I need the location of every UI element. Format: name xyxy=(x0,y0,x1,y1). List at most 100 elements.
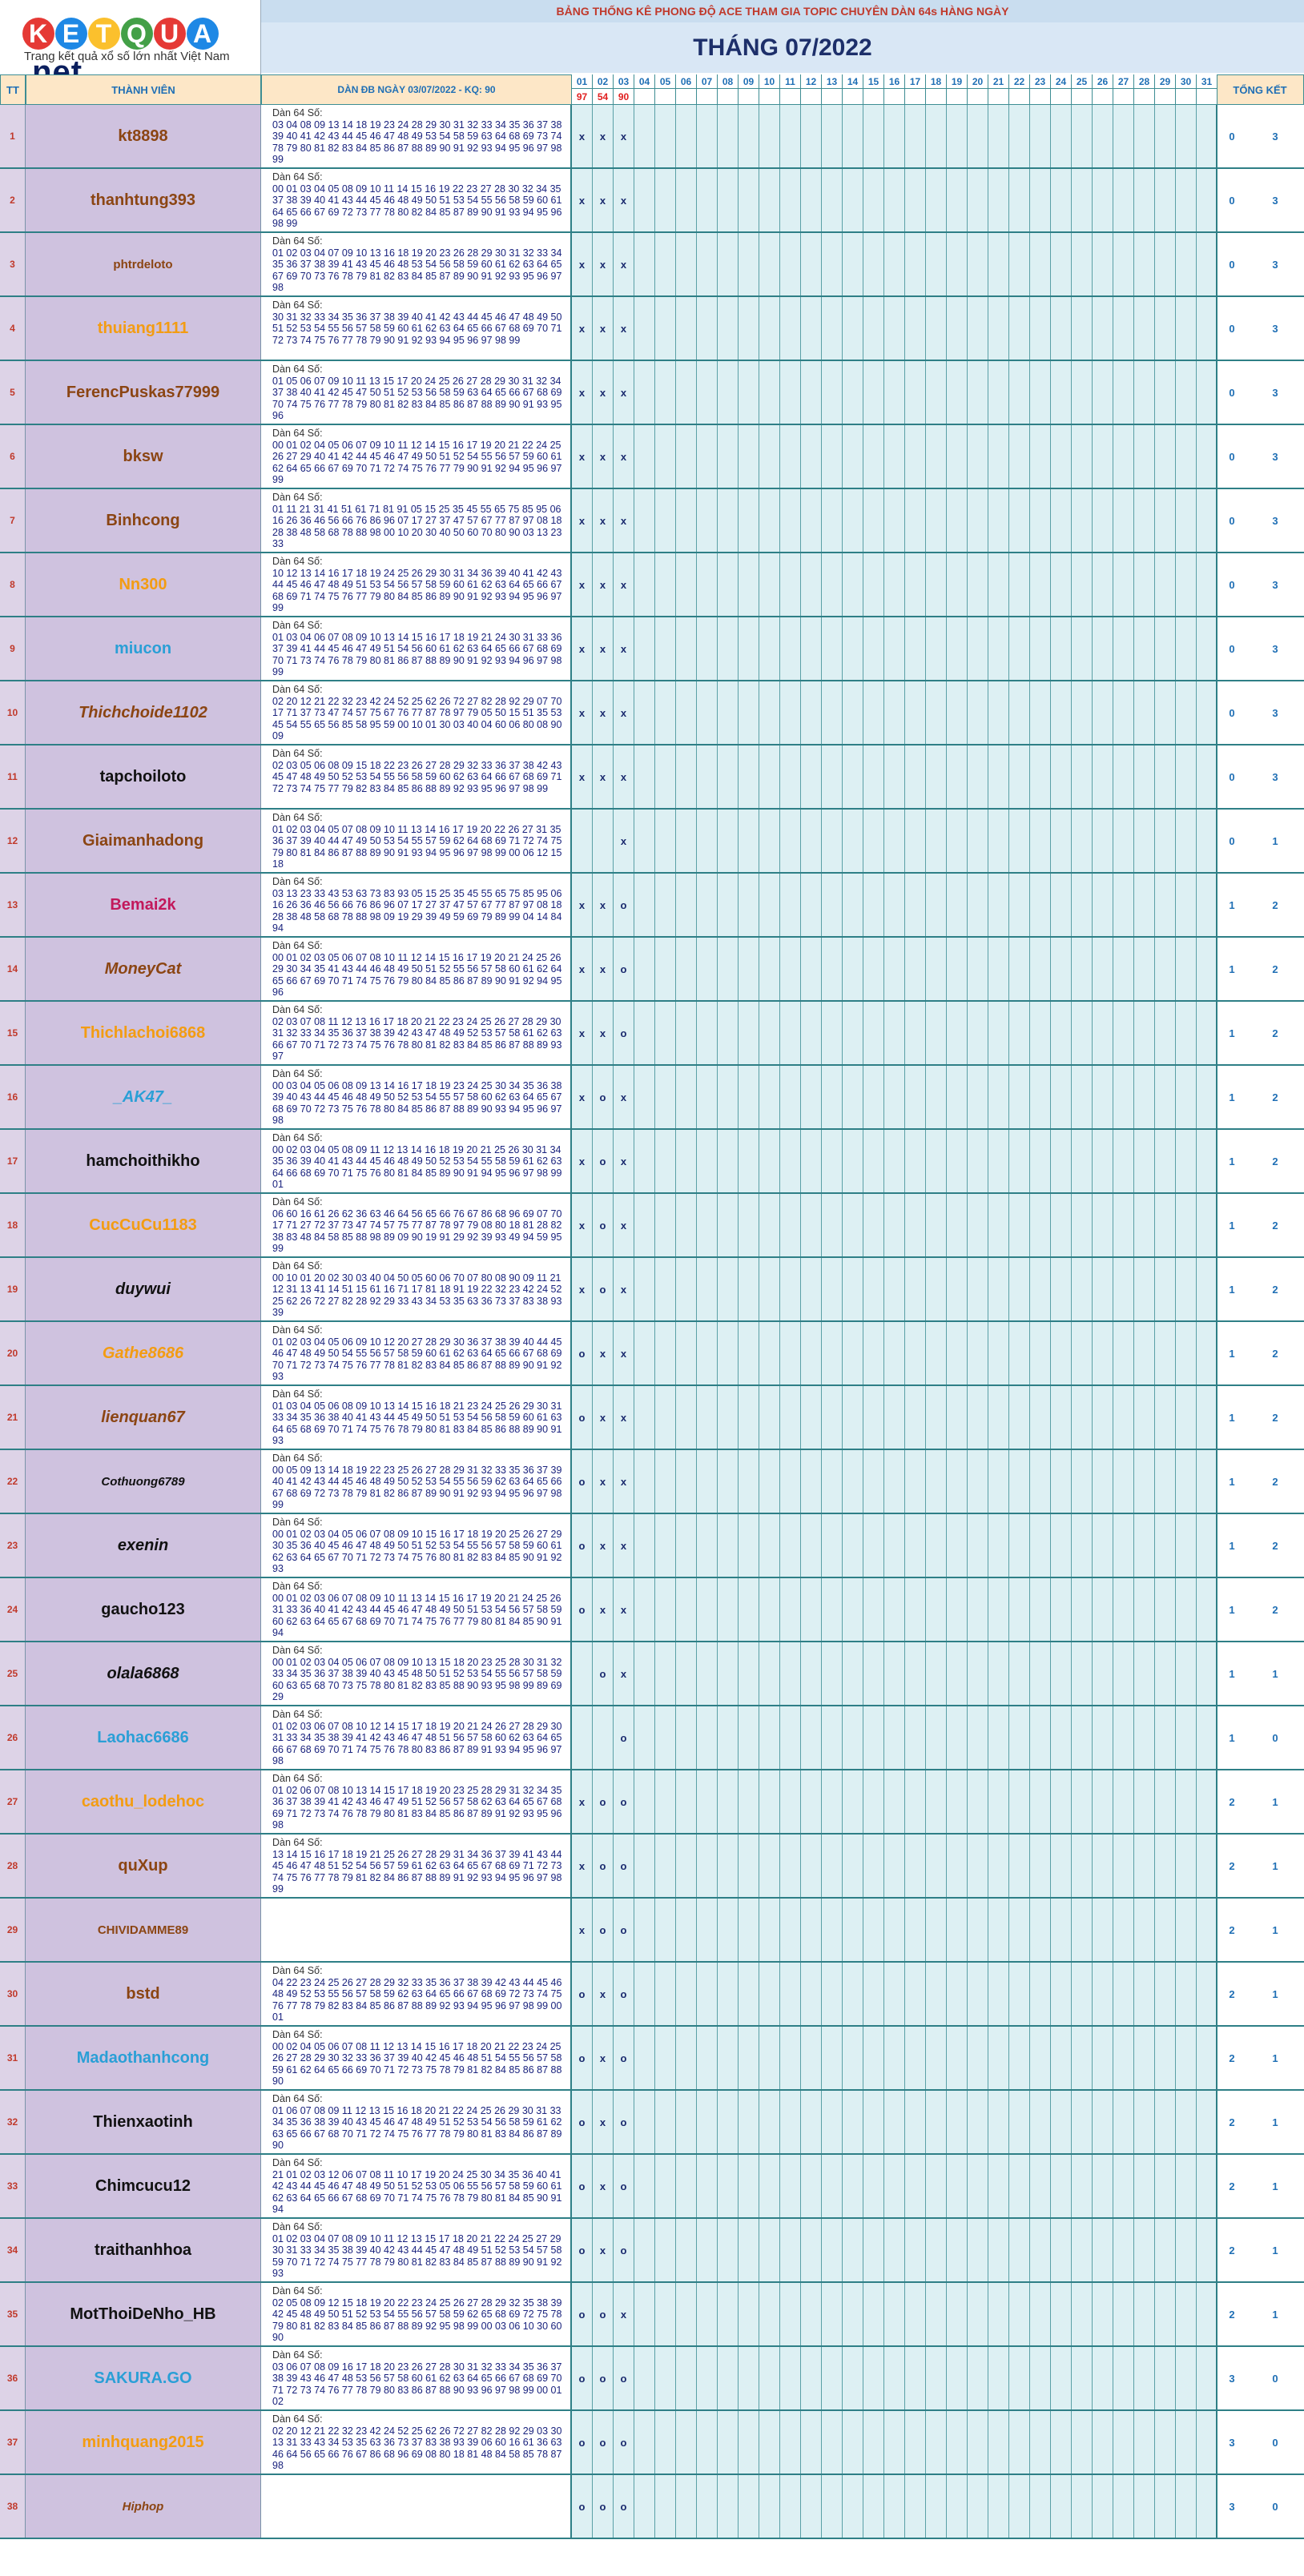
day-cell xyxy=(863,1899,884,1961)
member-name[interactable]: Laohac6686 xyxy=(26,1706,261,1769)
total-hits: 2 xyxy=(1216,2155,1246,2217)
member-name[interactable]: tapchoiloto xyxy=(26,745,261,808)
member-name[interactable]: thanhtung393 xyxy=(26,169,261,231)
day-cell xyxy=(1113,1963,1134,2025)
day-cell xyxy=(655,1066,676,1128)
member-name[interactable]: MotThoiDeNho_HB xyxy=(26,2283,261,2345)
day-cell xyxy=(947,2411,968,2474)
member-name[interactable]: bksw xyxy=(26,425,261,488)
member-name[interactable]: quXup xyxy=(26,1835,261,1897)
day-cell xyxy=(634,1770,655,1833)
member-name[interactable]: MoneyCat xyxy=(26,938,261,1000)
day-cell xyxy=(655,1578,676,1641)
site-logo[interactable]: K E T Q U A.net Trang kết quả xổ số lớn nhất … xyxy=(0,0,261,90)
day-result xyxy=(1113,89,1134,105)
total-misses: 3 xyxy=(1246,361,1304,424)
day-cell xyxy=(1093,2219,1113,2281)
member-name[interactable]: caothu_lodehoc xyxy=(26,1770,261,1833)
member-name[interactable]: Bemai2k xyxy=(26,874,261,936)
day-cell xyxy=(863,2283,884,2345)
day-cell xyxy=(988,1899,1009,1961)
day-cell xyxy=(1072,1450,1093,1513)
day-cell xyxy=(1072,2155,1093,2217)
day-cell xyxy=(947,489,968,552)
member-name[interactable]: Hiphop xyxy=(26,2475,261,2538)
member-name[interactable]: Thichchoide1102 xyxy=(26,681,261,744)
member-name[interactable]: CucCuCu1183 xyxy=(26,1194,261,1256)
day-cell xyxy=(822,1835,843,1897)
day-cell xyxy=(1113,1835,1134,1897)
member-name[interactable]: miucon xyxy=(26,617,261,680)
day-cell xyxy=(1093,553,1113,616)
member-name[interactable]: exenin xyxy=(26,1514,261,1577)
member-name[interactable]: lienquan67 xyxy=(26,1386,261,1449)
day-cell xyxy=(739,169,759,231)
day-cell xyxy=(1009,169,1030,231)
day-result xyxy=(1134,89,1155,105)
day-cell xyxy=(1093,1258,1113,1320)
day-cell xyxy=(968,2347,988,2409)
day-cell xyxy=(1113,2347,1134,2409)
member-name[interactable]: Thienxaotinh xyxy=(26,2091,261,2153)
day-cell xyxy=(718,1899,739,1961)
member-name[interactable]: Nn300 xyxy=(26,553,261,616)
member-name[interactable]: CHIVIDAMME89 xyxy=(26,1899,261,1961)
member-name[interactable]: Chimcucu12 xyxy=(26,2155,261,2217)
day-cell xyxy=(843,2219,863,2281)
day-cell xyxy=(634,1066,655,1128)
member-name[interactable]: kt8898 xyxy=(26,105,261,167)
day-cell xyxy=(1051,1258,1072,1320)
day-cell xyxy=(1030,1066,1051,1128)
total-misses: 1 xyxy=(1246,2155,1304,2217)
day-cell xyxy=(988,489,1009,552)
header-tt: TT xyxy=(0,74,26,105)
day-cell xyxy=(884,810,905,872)
day-cell xyxy=(1051,1770,1072,1833)
member-name[interactable]: thuiang1111 xyxy=(26,297,261,360)
total-misses: 3 xyxy=(1246,489,1304,552)
day-cell xyxy=(739,1066,759,1128)
day-cell xyxy=(1155,1002,1176,1064)
total-misses: 1 xyxy=(1246,2219,1304,2281)
row-index: 34 xyxy=(0,2219,26,2281)
day-cell xyxy=(1113,2091,1134,2153)
member-name[interactable]: bstd xyxy=(26,1963,261,2025)
day-cell xyxy=(739,1578,759,1641)
day-cell xyxy=(947,1450,968,1513)
day-cell xyxy=(655,297,676,360)
day-cell xyxy=(863,617,884,680)
member-name[interactable]: hamchoithikho xyxy=(26,1130,261,1192)
member-name[interactable]: Cothuong6789 xyxy=(26,1450,261,1513)
member-name[interactable]: _AK47_ xyxy=(26,1066,261,1128)
day-cell xyxy=(739,1130,759,1192)
day-cell xyxy=(780,874,801,936)
day-cell xyxy=(1113,233,1134,295)
member-name[interactable]: gaucho123 xyxy=(26,1578,261,1641)
day-cell xyxy=(843,489,863,552)
member-name[interactable]: minhquang2015 xyxy=(26,2411,261,2474)
day-cell xyxy=(947,1770,968,1833)
member-name[interactable]: Thichlachoi6868 xyxy=(26,1002,261,1064)
member-name[interactable]: SAKURA.GO xyxy=(26,2347,261,2409)
day-cell xyxy=(863,105,884,167)
day-cell: x xyxy=(593,874,614,936)
day-cell xyxy=(1030,874,1051,936)
table-row: 3 phtrdeloto Dàn 64 Số: 01 02 03 04 07 09 1… xyxy=(0,233,1304,297)
day-cell xyxy=(843,1578,863,1641)
member-name[interactable]: phtrdeloto xyxy=(26,233,261,295)
member-name[interactable]: FerencPuskas77999 xyxy=(26,361,261,424)
member-name[interactable]: Binhcong xyxy=(26,489,261,552)
member-name[interactable]: Gathe8686 xyxy=(26,1322,261,1384)
member-name[interactable]: duywui xyxy=(26,1258,261,1320)
total-hits: 0 xyxy=(1216,489,1246,552)
dan-label: Dàn 64 Số: xyxy=(272,1581,323,1592)
day-cell xyxy=(801,2411,822,2474)
member-name[interactable]: traithanhhoa xyxy=(26,2219,261,2281)
day-cell xyxy=(759,1578,780,1641)
member-name[interactable]: Madaothanhcong xyxy=(26,2027,261,2089)
day-cell xyxy=(1113,874,1134,936)
day-cell xyxy=(947,1322,968,1384)
member-name[interactable]: Giaimanhadong xyxy=(26,810,261,872)
member-name[interactable]: olala6868 xyxy=(26,1642,261,1705)
day-cell xyxy=(1009,1706,1030,1769)
